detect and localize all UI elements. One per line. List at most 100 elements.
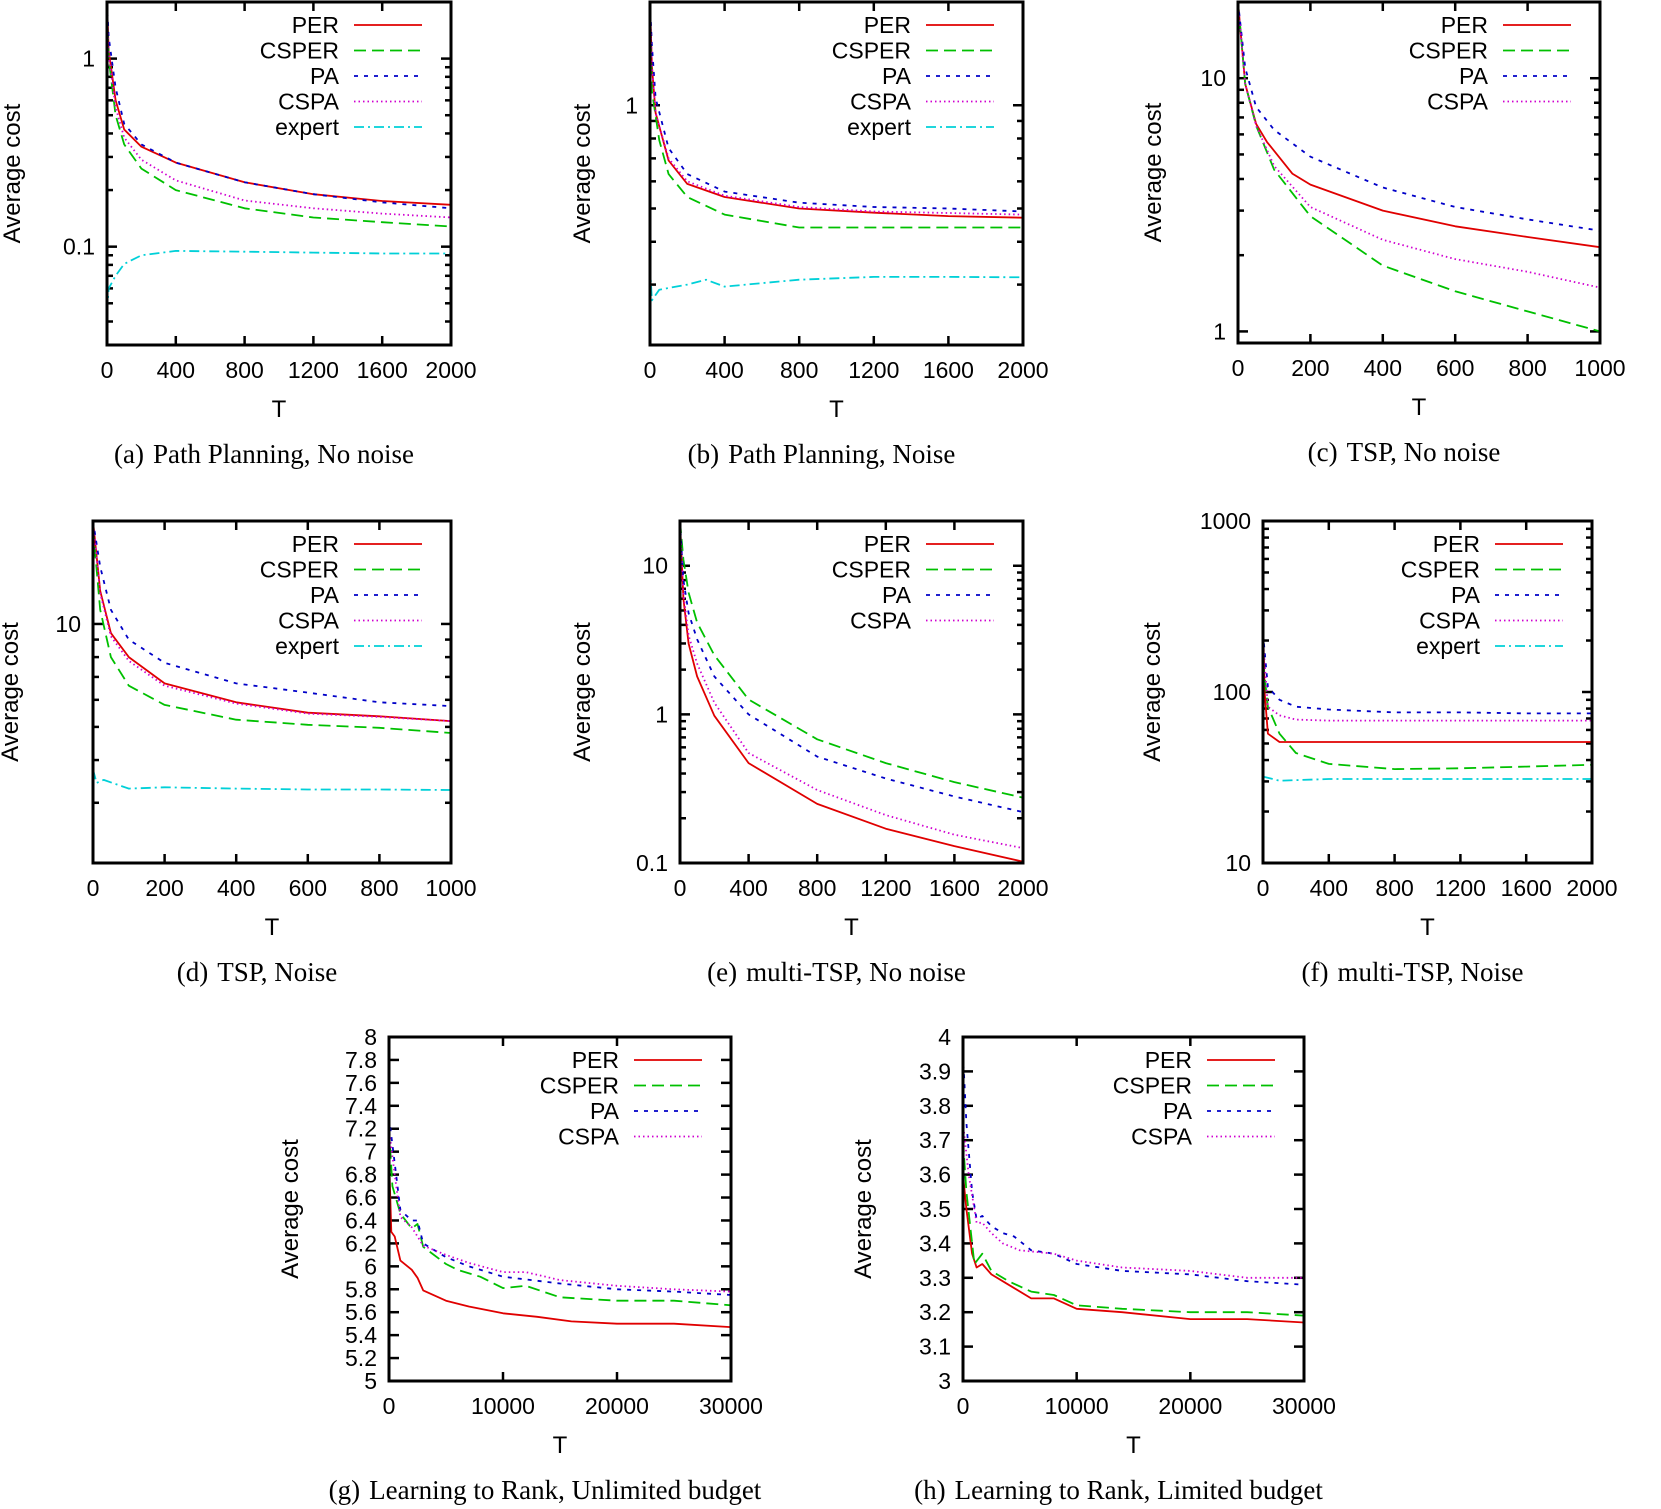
legend-label: CSPA: [558, 1124, 620, 1150]
y-tick-label: 3.6: [919, 1162, 951, 1188]
y-tick-label: 10: [55, 611, 81, 637]
caption-text: multi-TSP, Noise: [1337, 957, 1523, 987]
y-tick-label: 5.2: [345, 1345, 377, 1371]
series-line-pa: [93, 521, 451, 707]
caption-label: (g): [329, 1475, 360, 1505]
x-tick-label: 1000: [1574, 355, 1625, 381]
legend-label: PER: [1441, 12, 1488, 38]
x-tick-label: 800: [798, 875, 836, 901]
legend-label: CSPER: [260, 557, 339, 583]
x-tick-label: 2000: [997, 357, 1048, 383]
y-tick-label: 3: [938, 1368, 951, 1394]
x-tick-label: 400: [705, 357, 743, 383]
series-group: [93, 521, 451, 791]
caption-label: (c): [1308, 437, 1338, 467]
y-axis-title: Average cost: [0, 103, 26, 243]
panel-caption: (c) TSP, No noise: [1308, 437, 1501, 467]
series-line-csper: [680, 521, 1023, 799]
x-axis-title: T: [1412, 394, 1427, 421]
legend-label: CSPA: [1419, 608, 1481, 634]
y-tick-label: 1000: [1200, 508, 1251, 534]
series-line-csper: [93, 528, 451, 734]
legend-label: PER: [1433, 531, 1480, 557]
caption-text: TSP, No noise: [1347, 437, 1501, 467]
caption-label: (f): [1301, 957, 1328, 987]
x-axis-title: T: [1126, 1432, 1141, 1459]
series-line-cspa: [1238, 2, 1600, 289]
y-axis-title: Average cost: [1140, 102, 1167, 242]
legend-label: CSPER: [832, 557, 911, 583]
legend-label: expert: [275, 114, 340, 140]
caption-text: Learning to Rank, Limited budget: [955, 1475, 1324, 1505]
series-line-cspa: [650, 2, 1023, 216]
y-tick-label: 7.8: [345, 1047, 377, 1073]
x-tick-label: 1600: [1501, 875, 1552, 901]
plot-frame: [105, 0, 453, 347]
legend-label: PA: [1459, 63, 1489, 89]
caption-label: (b): [688, 439, 719, 469]
panel-caption: (e) multi-TSP, No noise: [707, 957, 966, 987]
y-axis-title: Average cost: [850, 1139, 877, 1279]
series-line-expert: [650, 265, 1023, 302]
caption-label: (e): [707, 957, 737, 987]
series-group: [107, 2, 451, 312]
series-line-pa: [680, 521, 1023, 813]
series-line-expert: [107, 249, 451, 312]
caption-text: Path Planning, No noise: [153, 439, 414, 469]
x-tick-label: 2000: [1566, 875, 1617, 901]
series-group: [650, 2, 1023, 302]
x-tick-label: 400: [217, 875, 255, 901]
legend-label: PA: [1451, 582, 1481, 608]
x-tick-label: 200: [1291, 355, 1329, 381]
series-line-pa: [650, 2, 1023, 213]
legend-label: CSPER: [1113, 1073, 1192, 1099]
legend-label: CSPA: [850, 608, 912, 634]
x-tick-label: 400: [729, 875, 767, 901]
series-line-csper: [1238, 2, 1600, 333]
y-tick-label: 10: [1225, 850, 1251, 876]
series-line-expert: [1263, 775, 1592, 782]
y-tick-label: 0.1: [636, 850, 668, 876]
x-tick-label: 2000: [997, 875, 1048, 901]
caption-label: (d): [177, 957, 208, 987]
legend-label: PER: [1145, 1047, 1192, 1073]
legend-label: CSPA: [278, 608, 340, 634]
x-axis-title: T: [265, 914, 280, 941]
plot-frame: [91, 519, 453, 865]
x-tick-label: 0: [87, 875, 100, 901]
series-line-per: [93, 521, 451, 722]
x-tick-label: 1200: [288, 357, 339, 383]
x-tick-label: 0: [383, 1393, 396, 1419]
caption-text: Path Planning, Noise: [728, 439, 955, 469]
legend-label: PA: [590, 1098, 620, 1124]
series-line-pa: [1263, 633, 1592, 715]
legend-label: CSPER: [1409, 38, 1488, 64]
y-axis-title: Average cost: [569, 103, 596, 243]
caption-text: multi-TSP, No noise: [746, 957, 966, 987]
series-group: [1238, 2, 1600, 333]
x-tick-label: 0: [1257, 875, 1270, 901]
y-tick-label: 1: [82, 46, 95, 72]
y-tick-label: 6.2: [345, 1230, 377, 1256]
chart-panel-a: 0 400 800 1200 1600 2000 1 0.1 PERCSPERPACSPAexp…: [0, 0, 477, 469]
x-tick-label: 1200: [860, 875, 911, 901]
series-line-cspa: [1263, 640, 1592, 722]
series-line-expert: [93, 769, 451, 791]
x-tick-label: 20000: [585, 1393, 649, 1419]
y-tick-label: 7: [364, 1139, 377, 1165]
x-tick-label: 0: [674, 875, 687, 901]
series-line-per: [963, 1174, 1304, 1324]
x-tick-label: 800: [780, 357, 818, 383]
x-tick-label: 800: [360, 875, 398, 901]
legend-label: PA: [1163, 1098, 1193, 1124]
series-line-pa: [963, 1054, 1304, 1286]
legend-label: PER: [572, 1047, 619, 1073]
y-axis-title: Average cost: [569, 622, 596, 762]
y-tick-label: 6.8: [345, 1162, 377, 1188]
series-line-per: [1238, 2, 1600, 249]
legend-label: CSPER: [832, 38, 911, 64]
y-tick-label: 5.8: [345, 1276, 377, 1302]
caption-label: (h): [914, 1475, 945, 1505]
